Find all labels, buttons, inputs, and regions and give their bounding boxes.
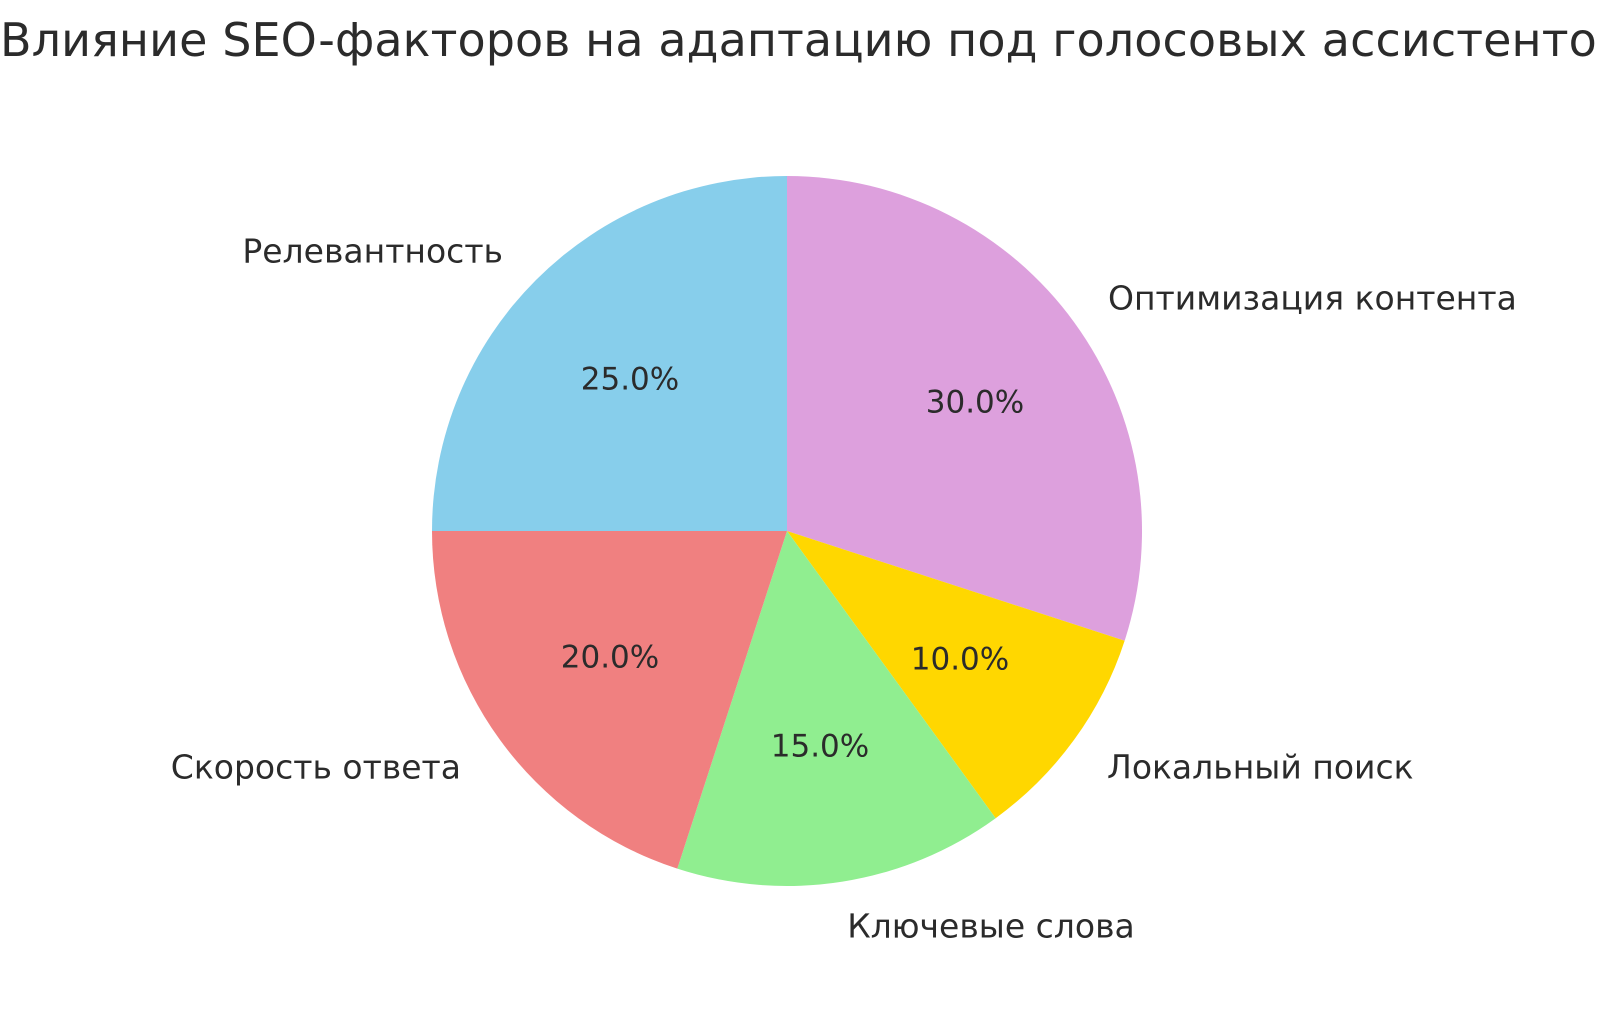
pie-slice[interactable] bbox=[432, 176, 787, 531]
pie-slice[interactable] bbox=[787, 531, 1125, 819]
pie-slice[interactable] bbox=[677, 531, 996, 887]
chart-title: Влияние SEO-факторов на адаптацию под го… bbox=[0, 13, 1600, 67]
pie-slice[interactable] bbox=[432, 531, 787, 869]
pie-slice-category-label: Оптимизация контента bbox=[1108, 279, 1517, 318]
pie-slice-category-label: Ключевые слова bbox=[847, 907, 1135, 946]
pie-slice-percent-label: 20.0% bbox=[561, 640, 659, 676]
pie-slice-percent-label: 10.0% bbox=[911, 642, 1009, 678]
pie-slice-group bbox=[432, 176, 1143, 887]
pie-slice-category-label: Релевантность bbox=[242, 232, 503, 271]
pie-percent-label-group: 30.0% 10.0% 15.0% 20.0% 25.0% bbox=[561, 362, 1024, 765]
pie-slice-category-label: Скорость ответа bbox=[171, 748, 461, 787]
pie-slice-category-label: Локальный поиск bbox=[1107, 748, 1414, 787]
pie-slice-percent-label: 25.0% bbox=[581, 362, 679, 398]
pie-slice-percent-label: 30.0% bbox=[926, 385, 1024, 421]
pie-slice[interactable] bbox=[787, 176, 1143, 641]
pie-slice-percent-label: 15.0% bbox=[771, 729, 869, 765]
pie-category-label-group: Оптимизация контента Локальный поиск Ключе… bbox=[171, 232, 1517, 946]
